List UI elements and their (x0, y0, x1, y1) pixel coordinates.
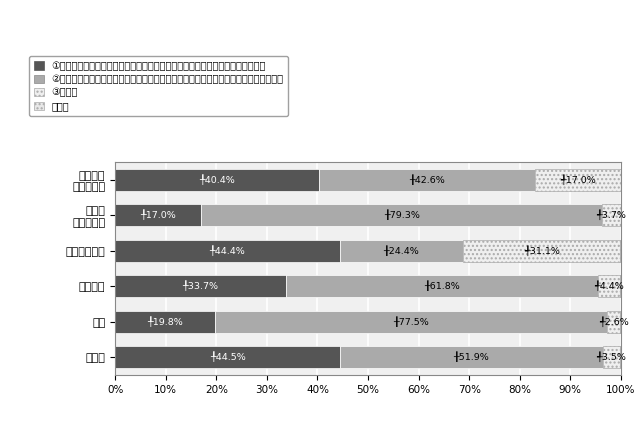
Text: ╂61.8%: ╂61.8% (424, 281, 460, 291)
Text: ╂24.4%: ╂24.4% (383, 245, 419, 256)
Text: ╃3.5%: ╃3.5% (596, 352, 627, 363)
Bar (215, 311, 607, 333)
Text: ╀17.0%: ╀17.0% (140, 210, 176, 221)
Text: ╃17.0%: ╃17.0% (560, 174, 596, 185)
Text: ╃2.6%: ╃2.6% (599, 316, 628, 327)
Bar (603, 346, 620, 368)
Text: ╃3.7%: ╃3.7% (596, 210, 627, 221)
Text: ╀33.7%: ╀33.7% (182, 281, 218, 291)
Bar (340, 346, 603, 368)
Bar (340, 239, 463, 262)
Text: ╂42.6%: ╂42.6% (410, 174, 445, 185)
Text: ╂77.5%: ╂77.5% (394, 316, 429, 327)
Bar (463, 239, 620, 262)
Bar (115, 275, 285, 297)
Bar (115, 239, 340, 262)
Text: ╂51.9%: ╂51.9% (454, 352, 489, 363)
Bar (115, 169, 319, 191)
Bar (115, 311, 215, 333)
Bar (607, 311, 620, 333)
Bar (535, 169, 621, 191)
Bar (319, 169, 535, 191)
Bar (285, 275, 598, 297)
Text: ╀44.4%: ╀44.4% (209, 245, 245, 256)
Text: ╃31.1%: ╃31.1% (524, 245, 559, 256)
Text: ╀44.5%: ╀44.5% (210, 352, 246, 363)
Bar (598, 275, 620, 297)
Text: ╃4.4%: ╃4.4% (595, 281, 624, 291)
Text: ╀19.8%: ╀19.8% (147, 316, 183, 327)
Bar (201, 204, 602, 226)
Bar (115, 204, 201, 226)
Text: ╂79.3%: ╂79.3% (384, 210, 420, 221)
Bar (602, 204, 621, 226)
Legend: ①学校だけでなく、当該学校を設置している教育委員会も公表できるようにする, ②従来どおり、学校だけが公表できるようにし、教育委員会は公表できないようにする, ③: ①学校だけでなく、当該学校を設置している教育委員会も公表できるようにする, ②従… (29, 56, 288, 116)
Bar (115, 346, 340, 368)
Text: ╀40.4%: ╀40.4% (200, 174, 236, 185)
